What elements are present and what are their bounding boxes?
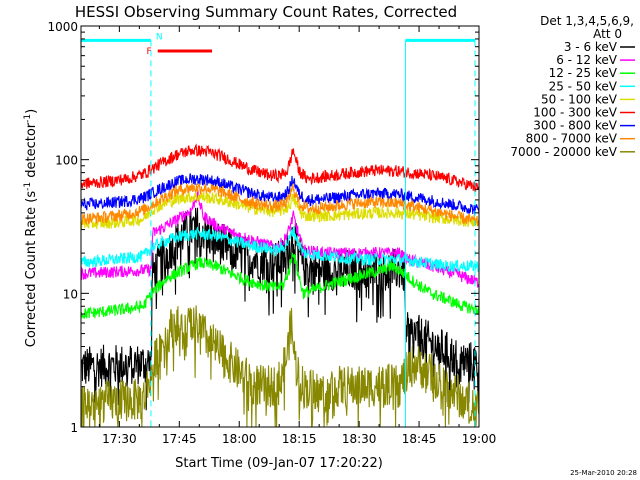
y-tick-label-3: 1000 <box>47 20 78 34</box>
annotation-layer: FN <box>81 32 476 427</box>
series-line-0 <box>81 207 479 411</box>
series-line-7 <box>81 183 479 227</box>
series-line-2 <box>81 252 479 320</box>
legend-label-1: 6 - 12 keV <box>556 53 618 67</box>
y-tick-label-2: 100 <box>55 154 78 168</box>
y-tick-label-0: 1 <box>70 421 78 435</box>
x-tick-label-0: 17:30 <box>102 432 137 446</box>
series-line-3 <box>81 226 479 273</box>
x-tick-label-6: 19:00 <box>462 432 497 446</box>
y-axis-label-sup2: -1 <box>23 114 33 123</box>
x-tick-label-2: 18:00 <box>222 432 257 446</box>
series-line-8 <box>81 305 479 427</box>
legend-header-line-2: Att 0 <box>593 27 622 41</box>
flare-marker-label: F <box>147 47 152 57</box>
legend-label-4: 50 - 100 keV <box>541 92 618 106</box>
series-line-5 <box>81 143 479 193</box>
y-axis-label-main: Corrected Count Rate (s <box>24 191 39 348</box>
y-tick-label-1: 10 <box>63 287 78 301</box>
y-axis-label: Corrected Count Rate (s-1 detector-1) <box>23 109 39 347</box>
footer-date: 25-Mar-2010 20:28 <box>570 469 637 477</box>
legend-header-line-1: Det 1,3,4,5,6,9, <box>540 14 634 28</box>
night-marker-label: N <box>156 32 163 42</box>
legend-label-3: 25 - 50 keV <box>549 79 618 93</box>
legend-label-5: 100 - 300 keV <box>533 106 617 120</box>
x-tick-label-5: 18:45 <box>402 432 437 446</box>
y-axis-label-mid: detector <box>24 122 39 182</box>
plot-area: FN 17:30 17:45 18:00 18:15 18:30 18:45 19:0011… <box>47 20 496 446</box>
legend-label-8: 7000 - 20000 keV <box>510 145 617 159</box>
plot-frame <box>80 25 480 428</box>
series-layer <box>81 143 479 427</box>
legend-label-2: 12 - 25 keV <box>549 66 618 80</box>
y-axis-label-sup1: -1 <box>23 182 33 191</box>
y-axis-label-end: ) <box>24 109 39 114</box>
legend-label-0: 3 - 6 keV <box>564 40 618 54</box>
x-tick-label-1: 17:45 <box>162 432 197 446</box>
x-tick-label-3: 18:15 <box>282 432 317 446</box>
legend-label-7: 800 - 7000 keV <box>526 132 618 146</box>
axis-layer: 17:30 17:45 18:00 18:15 18:30 18:45 19:00 1 10 10… <box>47 20 496 446</box>
legend-label-6: 300 - 800 keV <box>533 119 617 133</box>
x-axis-label: Start Time (09-Jan-07 17:20:22) <box>175 456 383 471</box>
chart-title: HESSI Observing Summary Count Rates, Cor… <box>75 3 457 21</box>
x-tick-label-4: 18:30 <box>342 432 377 446</box>
